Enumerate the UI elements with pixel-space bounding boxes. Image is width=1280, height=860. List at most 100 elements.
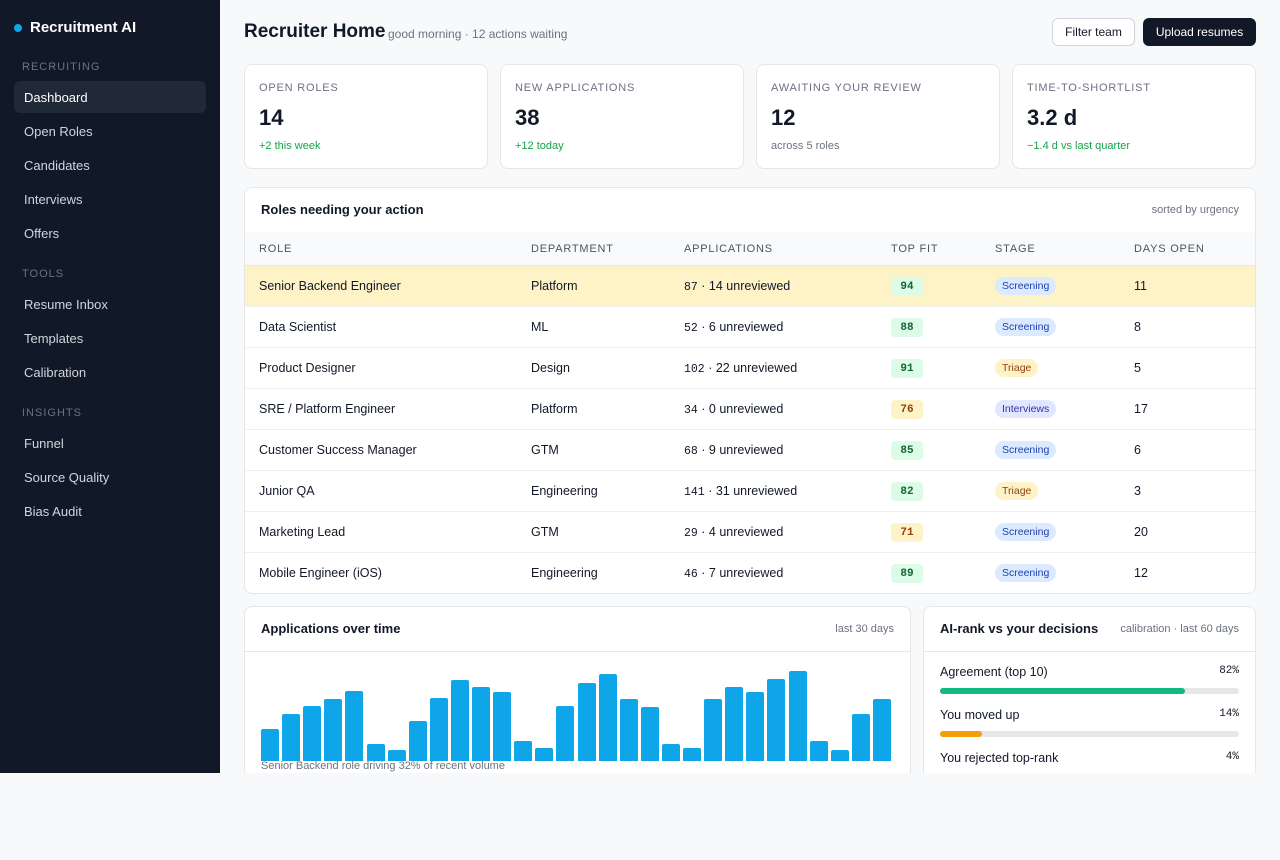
kpi-delta: +12 today xyxy=(515,140,564,152)
kpi-value: 3.2 d xyxy=(1027,105,1078,130)
column-header-days-open[interactable]: DAYS OPEN xyxy=(1134,243,1205,255)
nav-section-tools: TOOLS xyxy=(22,268,65,280)
table-row[interactable]: Mobile Engineer (iOS) Engineering 46 · 7 u… xyxy=(245,553,1255,593)
applications-count: 87 xyxy=(684,281,698,294)
chart-bar xyxy=(429,698,448,761)
kpi-delta: −1.4 d vs last quarter xyxy=(1027,140,1131,152)
column-header-department[interactable]: DEPARTMENT xyxy=(531,243,614,255)
sidebar-item-offers[interactable]: Offers xyxy=(24,225,60,241)
table-row[interactable]: Senior Backend Engineer Platform 87 · 14 u… xyxy=(245,266,1255,307)
sidebar-item-open-roles[interactable]: Open Roles xyxy=(24,123,93,139)
days-open: 17 xyxy=(1134,402,1148,416)
chart-bar xyxy=(535,748,554,761)
unreviewed-count: · 14 unreviewed xyxy=(701,279,791,293)
calibration-track xyxy=(940,688,1239,694)
sidebar-item-interviews[interactable]: Interviews xyxy=(24,191,83,207)
chart-bar xyxy=(851,714,870,761)
calibration-track xyxy=(940,731,1239,737)
unreviewed-count: · 0 unreviewed xyxy=(701,402,784,416)
chart-bar xyxy=(809,741,828,761)
column-header-stage[interactable]: STAGE xyxy=(995,243,1036,255)
calibration-note: calibration · last 60 days xyxy=(1120,623,1239,635)
calibration-row: You rejected top-rank 4% xyxy=(940,751,1239,773)
days-open: 5 xyxy=(1134,361,1141,375)
top-fit-badge: 76 xyxy=(891,400,923,419)
chart-bar xyxy=(556,706,575,761)
role-department: ML xyxy=(531,320,549,334)
table-row[interactable]: Customer Success Manager GTM 68 · 9 unrevi… xyxy=(245,430,1255,471)
column-header-top-fit[interactable]: TOP FIT xyxy=(891,243,939,255)
unreviewed-count: · 31 unreviewed xyxy=(708,484,798,498)
roles-table-header: ROLE DEPARTMENT APPLICATIONS TOP FIT STA… xyxy=(245,232,1255,266)
sidebar-item-calibration[interactable]: Calibration xyxy=(24,364,87,380)
brand-dot-icon xyxy=(14,23,22,32)
roles-panel: Roles needing your action sorted by urge… xyxy=(244,187,1256,594)
upload-resumes-button[interactable]: Upload resumes xyxy=(1143,18,1256,46)
sidebar-item-resume-inbox[interactable]: Resume Inbox xyxy=(24,296,108,312)
days-open: 20 xyxy=(1134,525,1148,539)
sidebar-item-bias-audit[interactable]: Bias Audit xyxy=(24,503,82,519)
table-row[interactable]: Data Scientist ML 52 · 6 unreviewed 88 Scree… xyxy=(245,307,1255,348)
days-open: 6 xyxy=(1134,443,1141,457)
top-fit-badge: 94 xyxy=(891,277,923,296)
role-name: Customer Success Manager xyxy=(259,443,417,457)
chart-bar xyxy=(303,706,322,761)
chart-bar xyxy=(450,680,469,761)
table-row[interactable]: Marketing Lead GTM 29 · 4 unreviewed 71 Scre… xyxy=(245,512,1255,553)
kpi-card-new-applications: NEW APPLICATIONS 38 +12 today xyxy=(500,64,744,169)
role-department: GTM xyxy=(531,525,559,539)
chart-bar xyxy=(514,741,533,761)
kpi-card-time-to-shortlist: TIME-TO-SHORTLIST 3.2 d −1.4 d vs last q… xyxy=(1012,64,1256,169)
kpi-label: TIME-TO-SHORTLIST xyxy=(1027,82,1151,94)
unreviewed-count: · 22 unreviewed xyxy=(708,361,798,375)
applications-chart-range: last 30 days xyxy=(835,623,894,635)
kpi-delta: +2 this week xyxy=(259,140,321,152)
chart-bar xyxy=(683,748,701,761)
sidebar-item-templates[interactable]: Templates xyxy=(24,330,84,346)
table-row[interactable]: Junior QA Engineering 141 · 31 unreviewed 8… xyxy=(245,471,1255,512)
top-fit-badge: 82 xyxy=(891,482,923,501)
chart-bar xyxy=(577,683,596,761)
unreviewed-count: · 9 unreviewed xyxy=(701,443,784,457)
page-subtitle: good morning · 12 actions waiting xyxy=(388,27,568,41)
days-open: 11 xyxy=(1134,279,1147,293)
calibration-percent: 14% xyxy=(1219,708,1239,720)
calibration-title: AI-rank vs your decisions xyxy=(940,621,1099,636)
nav-section-recruiting: RECRUITING xyxy=(22,61,101,73)
chart-bar xyxy=(767,679,786,761)
table-row[interactable]: Product Designer Design 102 · 22 unreviewe… xyxy=(245,348,1255,389)
sidebar-item-funnel[interactable]: Funnel xyxy=(24,435,64,451)
calibration-fill xyxy=(940,731,982,737)
column-header-applications[interactable]: APPLICATIONS xyxy=(684,243,773,255)
role-applications: 29 · 4 unreviewed xyxy=(684,525,783,540)
role-department: Engineering xyxy=(531,484,598,498)
chart-bar xyxy=(788,671,807,761)
nav-section-insights: INSIGHTS xyxy=(22,407,82,419)
chart-bar xyxy=(598,674,617,761)
stage-badge: Triage xyxy=(995,359,1039,377)
role-department: Platform xyxy=(531,402,578,416)
sidebar-item-candidates[interactable]: Candidates xyxy=(24,157,90,173)
role-applications: 46 · 7 unreviewed xyxy=(684,566,783,581)
role-applications: 34 · 0 unreviewed xyxy=(684,402,783,417)
top-fit-badge: 91 xyxy=(891,359,923,378)
sidebar-item-dashboard[interactable]: Dashboard xyxy=(14,81,206,113)
chart-bar xyxy=(282,714,301,761)
chart-bar xyxy=(619,699,638,761)
chart-bar xyxy=(661,744,680,761)
top-fit-badge: 85 xyxy=(891,441,923,460)
column-header-role[interactable]: ROLE xyxy=(259,243,293,255)
brand-name: Recruitment AI xyxy=(30,19,137,36)
role-applications: 52 · 6 unreviewed xyxy=(684,320,783,335)
table-row[interactable]: SRE / Platform Engineer Platform 34 · 0 un… xyxy=(245,389,1255,430)
chart-bar xyxy=(261,729,279,761)
kpi-value: 38 xyxy=(515,105,540,130)
sidebar-item-source-quality[interactable]: Source Quality xyxy=(24,469,110,485)
stage-badge: Triage xyxy=(995,482,1039,500)
stage-badge: Screening xyxy=(995,523,1057,541)
stage-badge: Interviews xyxy=(995,400,1057,418)
kpi-value: 12 xyxy=(771,105,796,130)
filter-team-button[interactable]: Filter team xyxy=(1052,18,1135,46)
kpi-label: NEW APPLICATIONS xyxy=(515,82,636,94)
